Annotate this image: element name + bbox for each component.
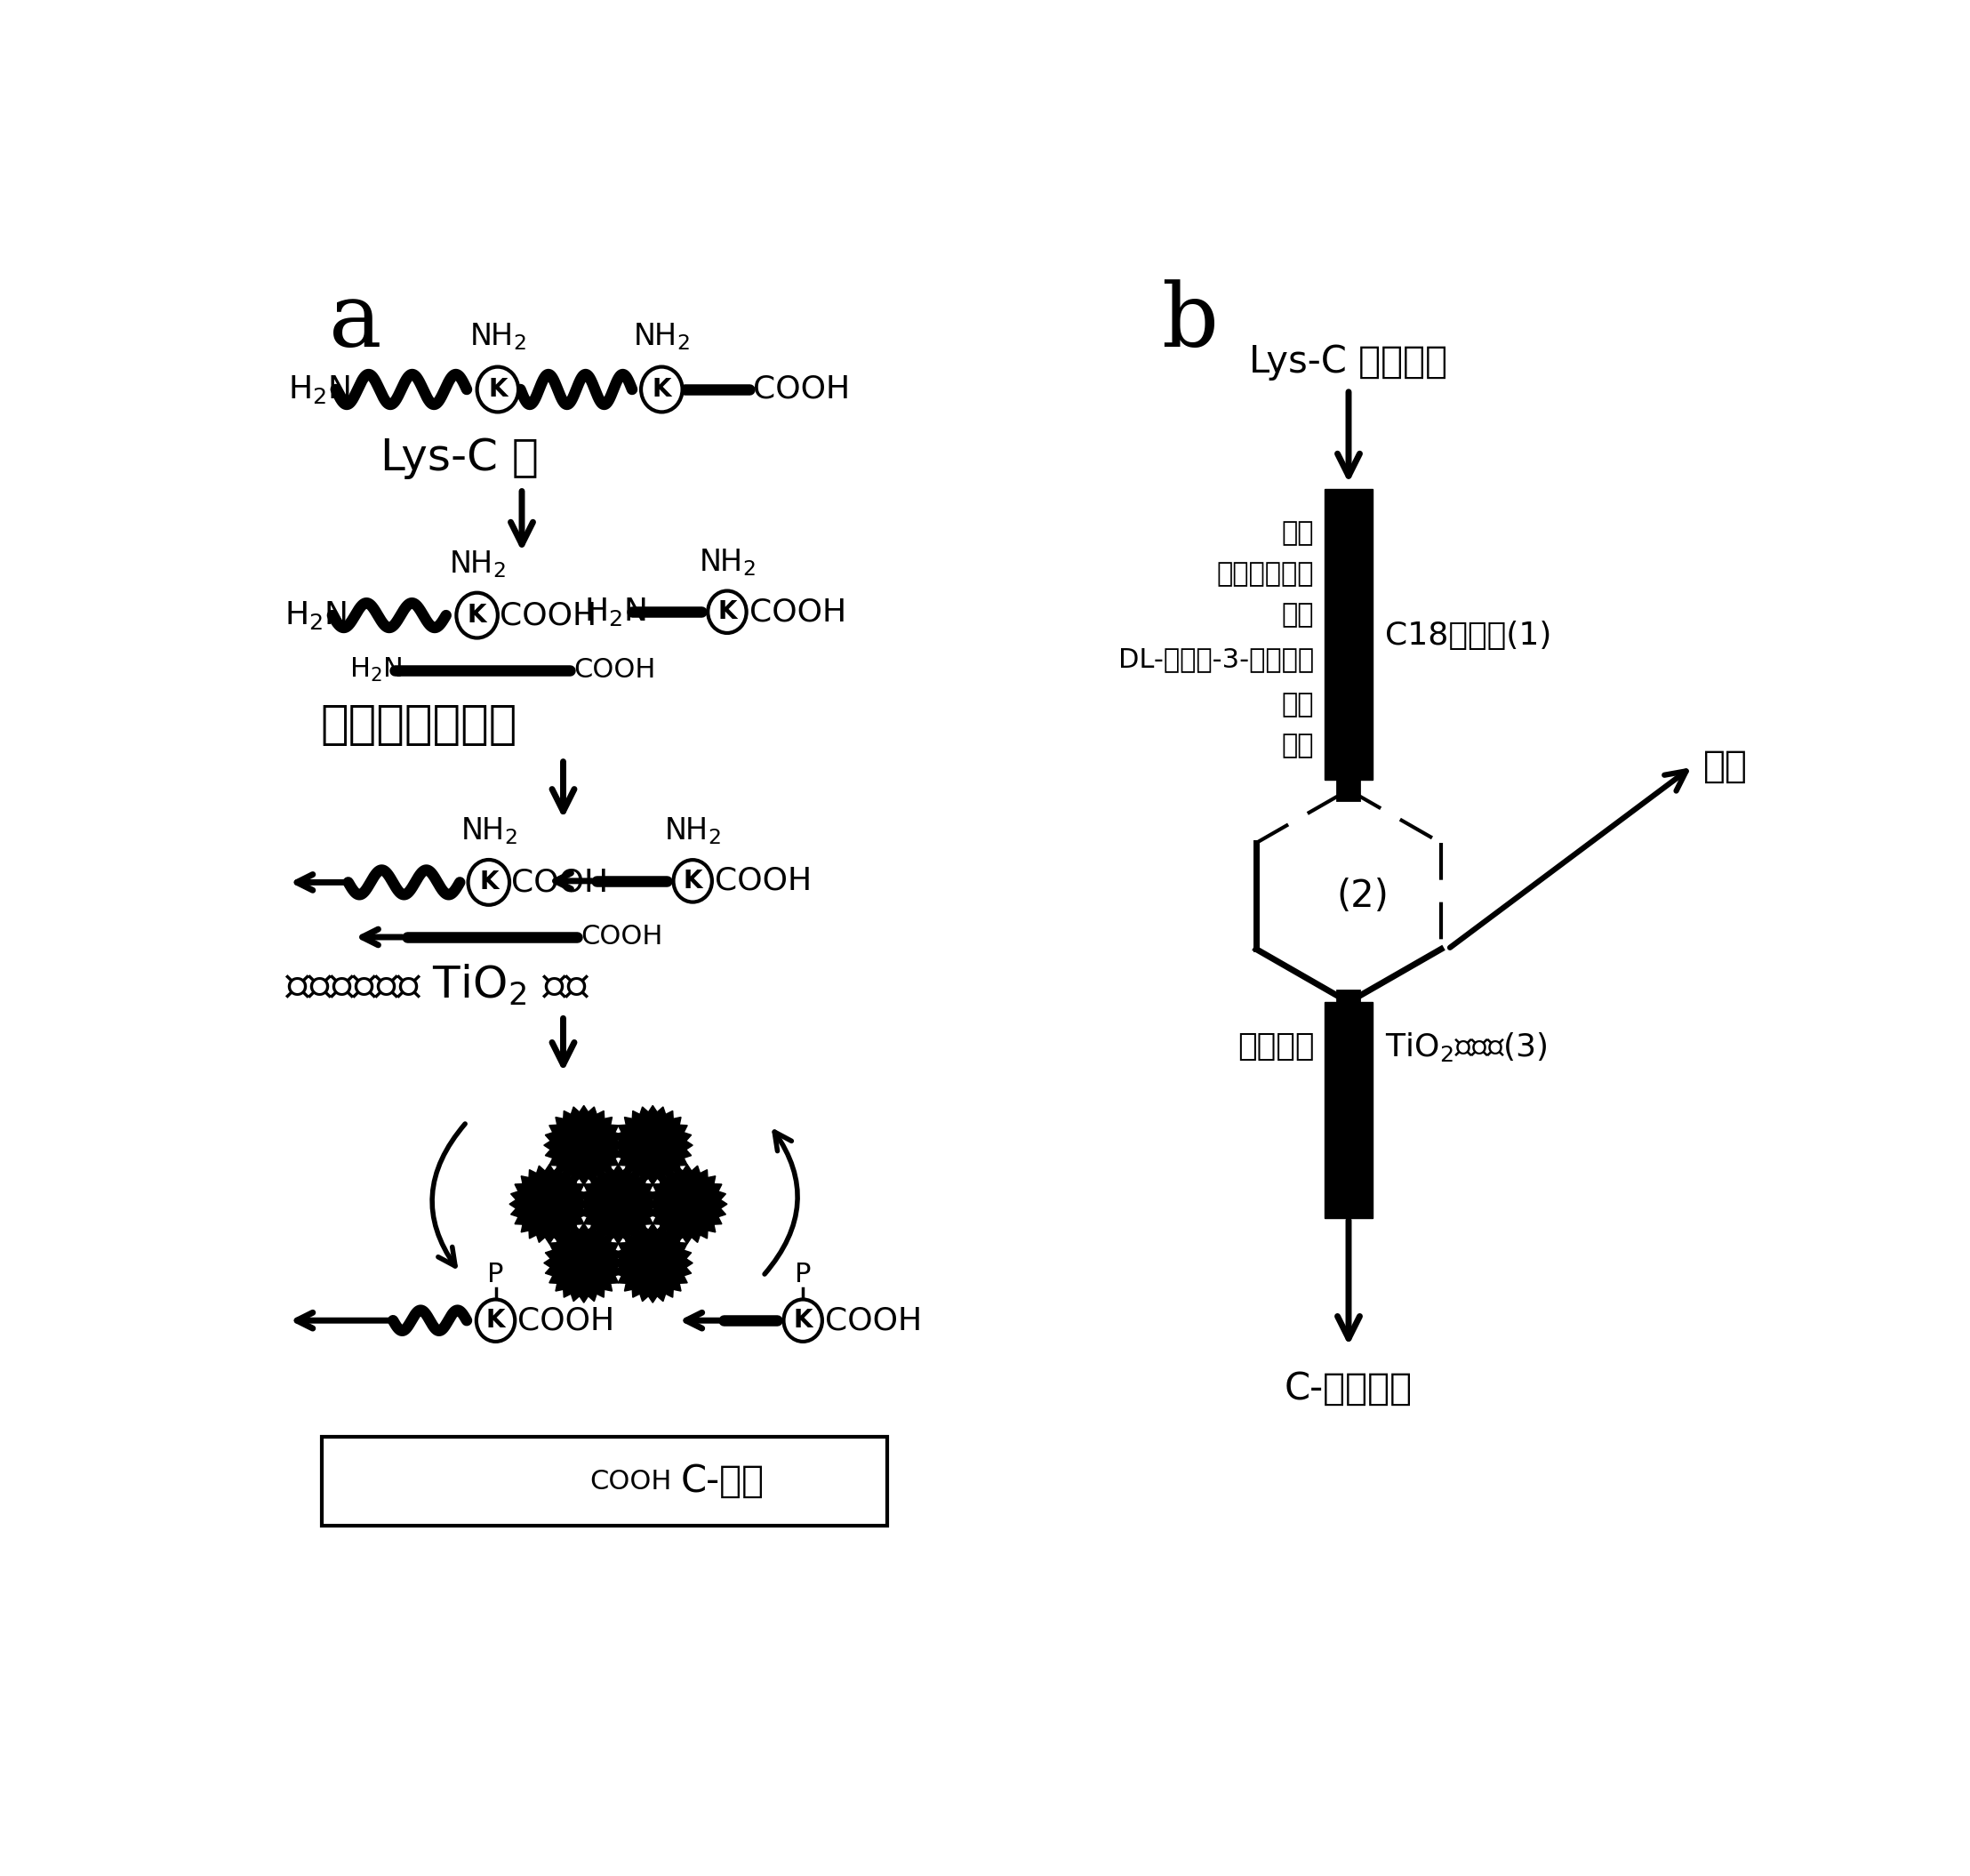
Polygon shape xyxy=(510,1165,589,1244)
Text: (2): (2) xyxy=(1336,878,1389,915)
Text: K: K xyxy=(487,1308,504,1334)
Text: COOH: COOH xyxy=(749,597,847,627)
Text: P: P xyxy=(794,1263,812,1287)
Text: NH$_2$: NH$_2$ xyxy=(449,550,506,580)
Text: K: K xyxy=(717,600,737,625)
Ellipse shape xyxy=(674,859,711,902)
Text: H$_2$N: H$_2$N xyxy=(583,597,646,628)
Bar xyxy=(321,1437,886,1525)
Text: P: P xyxy=(487,1263,504,1287)
Bar xyxy=(1324,1002,1373,1218)
Text: 二甲基化标记: 二甲基化标记 xyxy=(1217,561,1314,587)
Text: K: K xyxy=(479,870,498,895)
Text: COOH: COOH xyxy=(581,925,662,949)
Polygon shape xyxy=(648,1165,727,1244)
Polygon shape xyxy=(613,1105,693,1186)
Text: H$_2$N: H$_2$N xyxy=(349,657,402,685)
Text: 吸附去除: 吸附去除 xyxy=(1237,1032,1314,1062)
Text: C18捕集柱(1): C18捕集柱(1) xyxy=(1385,621,1552,651)
Ellipse shape xyxy=(640,368,682,413)
Polygon shape xyxy=(579,1165,658,1244)
Text: COOH: COOH xyxy=(500,600,597,630)
Polygon shape xyxy=(544,1223,624,1302)
Text: K: K xyxy=(794,1308,812,1334)
Polygon shape xyxy=(544,1105,624,1186)
Text: C-末端肽段: C-末端肽段 xyxy=(1284,1369,1412,1407)
Text: NH$_2$: NH$_2$ xyxy=(469,321,526,353)
Bar xyxy=(1324,488,1373,780)
Text: COOH: COOH xyxy=(589,1469,672,1495)
Ellipse shape xyxy=(469,859,510,904)
Ellipse shape xyxy=(707,591,747,632)
Text: NH$_2$: NH$_2$ xyxy=(632,321,689,353)
Text: b: b xyxy=(1160,280,1217,366)
Text: COOH: COOH xyxy=(753,375,849,405)
Ellipse shape xyxy=(477,1300,514,1341)
Text: K: K xyxy=(652,377,672,401)
Text: TiO$_2$捕集柱(3): TiO$_2$捕集柱(3) xyxy=(1385,1030,1546,1064)
Text: 磷酸根标记与 TiO$_2$ 去除: 磷酸根标记与 TiO$_2$ 去除 xyxy=(284,962,589,1007)
Polygon shape xyxy=(613,1223,693,1302)
Text: H$_2$N: H$_2$N xyxy=(288,373,351,405)
Text: COOH: COOH xyxy=(825,1306,922,1336)
Text: NH$_2$: NH$_2$ xyxy=(699,546,755,578)
Text: NH$_2$: NH$_2$ xyxy=(664,816,721,846)
Text: 选择性二甲基化: 选择性二甲基化 xyxy=(319,702,516,749)
Text: 洗脱: 洗脱 xyxy=(1282,732,1314,758)
Text: 除盐: 除盐 xyxy=(1282,602,1314,628)
Text: COOH: COOH xyxy=(715,867,812,897)
Text: K: K xyxy=(684,869,701,893)
Text: a: a xyxy=(329,280,382,366)
Text: Lys-C 酶: Lys-C 酶 xyxy=(380,437,540,478)
Ellipse shape xyxy=(477,368,518,413)
Text: COOH: COOH xyxy=(573,657,656,683)
Text: K: K xyxy=(467,602,487,628)
Text: DL-甘油醒-3-磷酸标记: DL-甘油醒-3-磷酸标记 xyxy=(1119,647,1314,673)
Ellipse shape xyxy=(784,1300,821,1341)
Text: H$_2$N: H$_2$N xyxy=(284,598,347,632)
Text: K: K xyxy=(489,377,508,401)
Ellipse shape xyxy=(457,593,498,638)
Text: Lys-C 酶解产物: Lys-C 酶解产物 xyxy=(1249,343,1448,381)
Text: 除盐: 除盐 xyxy=(1282,520,1314,546)
Text: 除盐: 除盐 xyxy=(1282,692,1314,717)
Text: C-末端: C-末端 xyxy=(680,1463,764,1501)
Text: COOH: COOH xyxy=(518,1306,615,1336)
Text: 废液: 废液 xyxy=(1704,747,1747,784)
Text: NH$_2$: NH$_2$ xyxy=(461,816,516,846)
Text: COOH: COOH xyxy=(512,867,609,897)
